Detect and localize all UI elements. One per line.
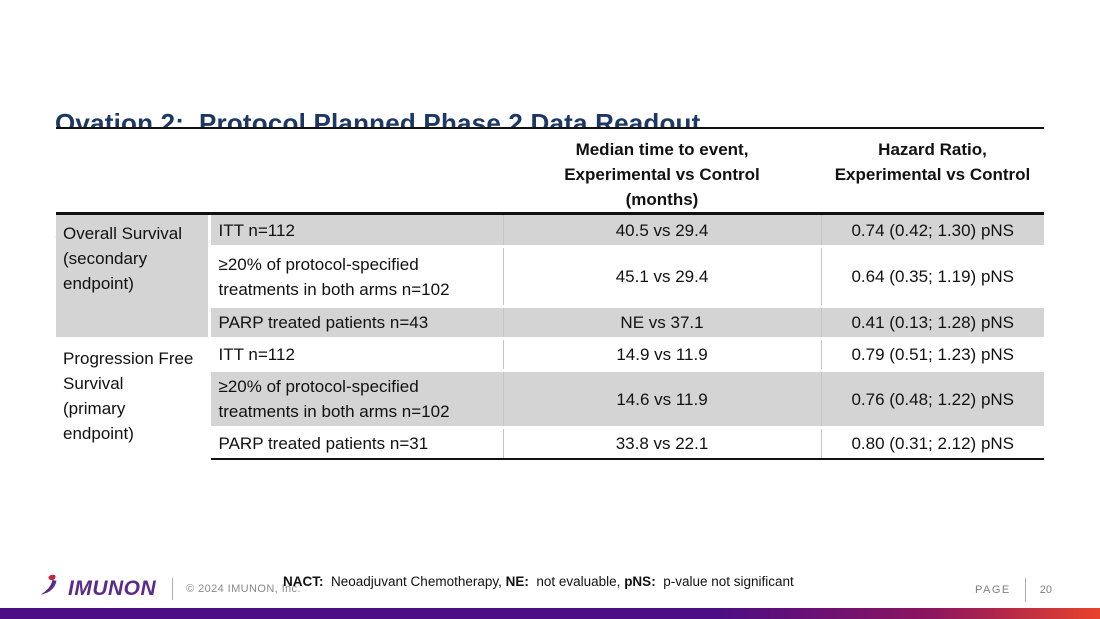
table-row: PARP treated patients n=31 33.8 vs 22.1 …	[56, 426, 1044, 460]
header-empty-endpoint	[56, 127, 209, 215]
footer-divider	[172, 578, 174, 600]
footer-page: PAGE 20	[975, 578, 1052, 602]
median-value: 33.8 vs 22.1	[502, 426, 821, 460]
endpoint-label-overall-survival: Overall Survival (secondary endpoint)	[56, 213, 209, 339]
endpoint-label-progression-free-survival: Progression Free Survival (primary endpo…	[56, 337, 209, 459]
imunon-logo: IMUNON	[68, 577, 157, 600]
header-hazard-ratio: Hazard Ratio, Experimental vs Control	[821, 127, 1044, 215]
footnotes: NACT: Neoadjuvant Chemotherapy, NE: not …	[283, 529, 794, 619]
table-row: ≥20% of protocol-specified treatments in…	[56, 369, 1044, 428]
footnote-text: p-value not significant	[655, 574, 794, 589]
hazard-value: 0.41 (0.13; 1.28) pNS	[820, 305, 1044, 339]
subgroup-label: ≥20% of protocol-specified treatments in…	[207, 369, 503, 428]
hazard-value: 0.74 (0.42; 1.30) pNS	[820, 213, 1044, 247]
table-header-row: Median time to event, Experimental vs Co…	[56, 127, 1044, 215]
results-table: Median time to event, Experimental vs Co…	[56, 127, 1044, 460]
median-value: 45.1 vs 29.4	[502, 245, 821, 307]
footnote-text: Neoadjuvant Chemotherapy,	[323, 574, 506, 589]
footnote-term: NE:	[505, 574, 529, 589]
hazard-value: 0.79 (0.51; 1.23) pNS	[820, 337, 1044, 371]
subgroup-label: PARP treated patients n=31	[207, 426, 503, 460]
hazard-value: 0.64 (0.35; 1.19) pNS	[820, 245, 1044, 307]
page-number: 20	[1039, 584, 1052, 596]
footnote-text: not evaluable,	[528, 574, 625, 589]
table-row: PARP treated patients n=43 NE vs 37.1 0.…	[56, 305, 1044, 339]
median-value: 14.9 vs 11.9	[502, 337, 821, 371]
header-empty-subgroup	[209, 127, 503, 215]
footnote-abbreviations: NACT: Neoadjuvant Chemotherapy, NE: not …	[283, 571, 794, 592]
hazard-value: 0.80 (0.31; 2.12) pNS	[820, 426, 1044, 460]
imunon-swirl-icon	[40, 574, 57, 595]
hazard-value: 0.76 (0.48; 1.22) pNS	[820, 369, 1044, 428]
footer-brand: IMUNON © 2024 IMUNON, Inc.	[38, 574, 301, 604]
median-value: 14.6 vs 11.9	[502, 369, 821, 428]
subgroup-label: PARP treated patients n=43	[207, 305, 503, 339]
subgroup-label: ITT n=112	[207, 213, 503, 247]
table-row: ≥20% of protocol-specified treatments in…	[56, 245, 1044, 307]
footnote-term: pNS:	[624, 574, 656, 589]
table-row: Progression Free Survival (primary endpo…	[56, 337, 1044, 459]
subgroup-label: ITT n=112	[207, 337, 503, 371]
bottom-accent-bar	[0, 608, 1100, 619]
page-label: PAGE	[974, 584, 1011, 596]
table-row: Overall Survival (secondary endpoint) IT…	[56, 213, 1044, 339]
median-value: 40.5 vs 29.4	[502, 213, 821, 247]
header-median-time: Median time to event, Experimental vs Co…	[503, 127, 821, 215]
subgroup-label: ≥20% of protocol-specified treatments in…	[207, 245, 503, 307]
copyright-text: © 2024 IMUNON, Inc.	[186, 583, 301, 595]
footnote-term: NACT:	[283, 574, 324, 589]
footer-divider	[1024, 578, 1026, 602]
median-value: NE vs 37.1	[502, 305, 821, 339]
